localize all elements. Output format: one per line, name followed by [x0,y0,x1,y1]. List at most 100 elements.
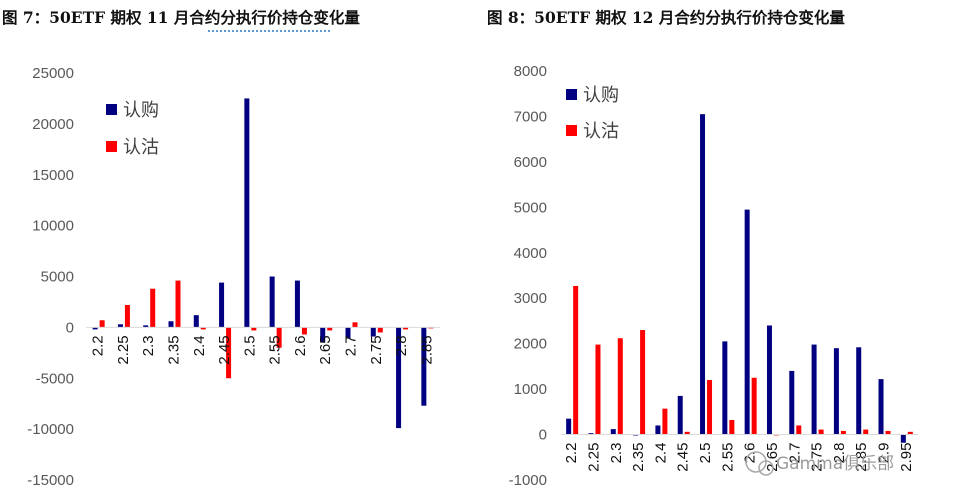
chart-title-november: 图 7：50ETF 期权 11 月合约分执行价持仓变化量 [2,8,360,27]
bar-call [168,321,174,328]
y-tick-label: 25000 [32,65,74,82]
bar-put [729,420,735,435]
y-tick-label: 4000 [514,245,547,262]
y-tick-label: 0 [539,427,547,444]
x-tick-label: 2.85 [853,443,870,472]
bar-call [396,327,402,429]
x-tick-label: 2.45 [675,443,692,472]
bar-put [662,408,668,435]
bar-put [840,430,846,435]
bar-put [276,327,282,348]
y-tick-label: 2000 [514,336,547,353]
watermark-text: Gamma俱乐部 [776,454,894,474]
bar-put [301,327,307,335]
bar-call [320,327,326,342]
y-tick-label: 1000 [514,381,547,398]
x-tick-label: 2.55 [267,335,284,364]
bar-call [219,282,225,328]
x-tick-label: 2.2 [90,335,107,356]
x-tick-label: 2.7 [786,443,803,464]
x-tick-label: 2.65 [764,443,781,472]
chart-december: 8000 7000 6000 5000 4000 3000 2000 1000 0 -1000 2.… [509,63,918,489]
bar-call [370,327,376,337]
y-tick-label: 5000 [514,199,547,216]
x-tick-label: 2.45 [216,335,233,364]
x-tick-label: 2.8 [393,335,410,356]
bar-call [117,324,123,328]
bar-call [244,98,250,328]
bar-put [863,429,869,435]
y-tick-label: -5000 [36,370,74,387]
bar-call [345,327,351,339]
x-tick-label: 2.8 [831,443,848,464]
x-tick-label: 2.35 [630,443,647,472]
y-tick-label: -15000 [27,472,74,489]
legend-swatch [106,141,117,152]
x-tick-label: 2.75 [809,443,826,472]
y-tick-label: -10000 [27,421,74,438]
x-tick-label: 2.6 [292,335,309,356]
bar-call [655,425,661,435]
bar-call [143,325,149,328]
bar-call [294,280,300,328]
bar-put [707,380,713,435]
x-tick-label: 2.35 [166,335,183,364]
bar-put [640,330,646,435]
x-tick-label: 2.75 [368,335,385,364]
legend-swatch [106,104,117,115]
wechat-icon-small [758,460,774,476]
chart-title-december: 图 8：50ETF 期权 12 月合约分执行价持仓变化量 [487,8,845,27]
bar-call [92,327,98,330]
bar-put [403,327,409,330]
bar-call [566,418,572,435]
y-tick-label: -1000 [509,472,547,489]
spellcheck-underline [208,27,330,32]
legend-label: 认沽 [123,137,159,158]
bar-call [789,370,795,435]
bar-put [124,304,130,328]
x-tick-label: 2.4 [652,443,669,464]
y-tick-label: 8000 [514,63,547,80]
y-tick-label: 6000 [514,154,547,171]
bar-call [610,429,616,435]
bar-put [352,322,358,328]
bar-put [796,425,802,435]
legend-label: 认沽 [583,121,619,142]
bar-put [818,429,824,435]
bar-call [193,315,199,328]
x-tick-label: 2.55 [719,443,736,472]
legend-label: 认购 [123,100,159,121]
y-tick-label: 10000 [32,218,74,235]
bar-call [766,325,772,435]
bar-put [595,344,601,435]
bar-put [175,280,181,328]
x-tick-label: 2.65 [317,335,334,364]
legend-swatch [566,125,577,136]
bar-put [428,327,434,329]
bar-put [377,327,383,333]
bar-call [269,276,275,328]
bar-put [150,288,156,328]
bar-call [700,114,706,435]
x-tick-label: 2.25 [115,335,132,364]
x-tick-label: 2.5 [697,443,714,464]
bar-put [200,327,206,330]
y-tick-label: 15000 [32,167,74,184]
bar-put [885,430,891,435]
bar-call [811,344,817,435]
x-tick-label: 2.95 [898,443,915,472]
bar-call [722,341,728,435]
chart-november: 25000 20000 15000 10000 5000 0 -5000 -10000 -150… [27,65,440,489]
y-tick-label: 5000 [41,269,74,286]
wechat-icon [745,451,767,473]
x-tick-label: 2.2 [563,443,580,464]
y-tick-label: 20000 [32,116,74,133]
x-tick-label: 2.85 [418,335,435,364]
bar-call [900,434,906,443]
y-tick-label: 3000 [514,290,547,307]
bar-put [327,327,333,331]
bar-put [907,431,913,435]
watermark: Gamma俱乐部 [745,451,894,476]
x-tick-label: 2.3 [140,335,157,356]
